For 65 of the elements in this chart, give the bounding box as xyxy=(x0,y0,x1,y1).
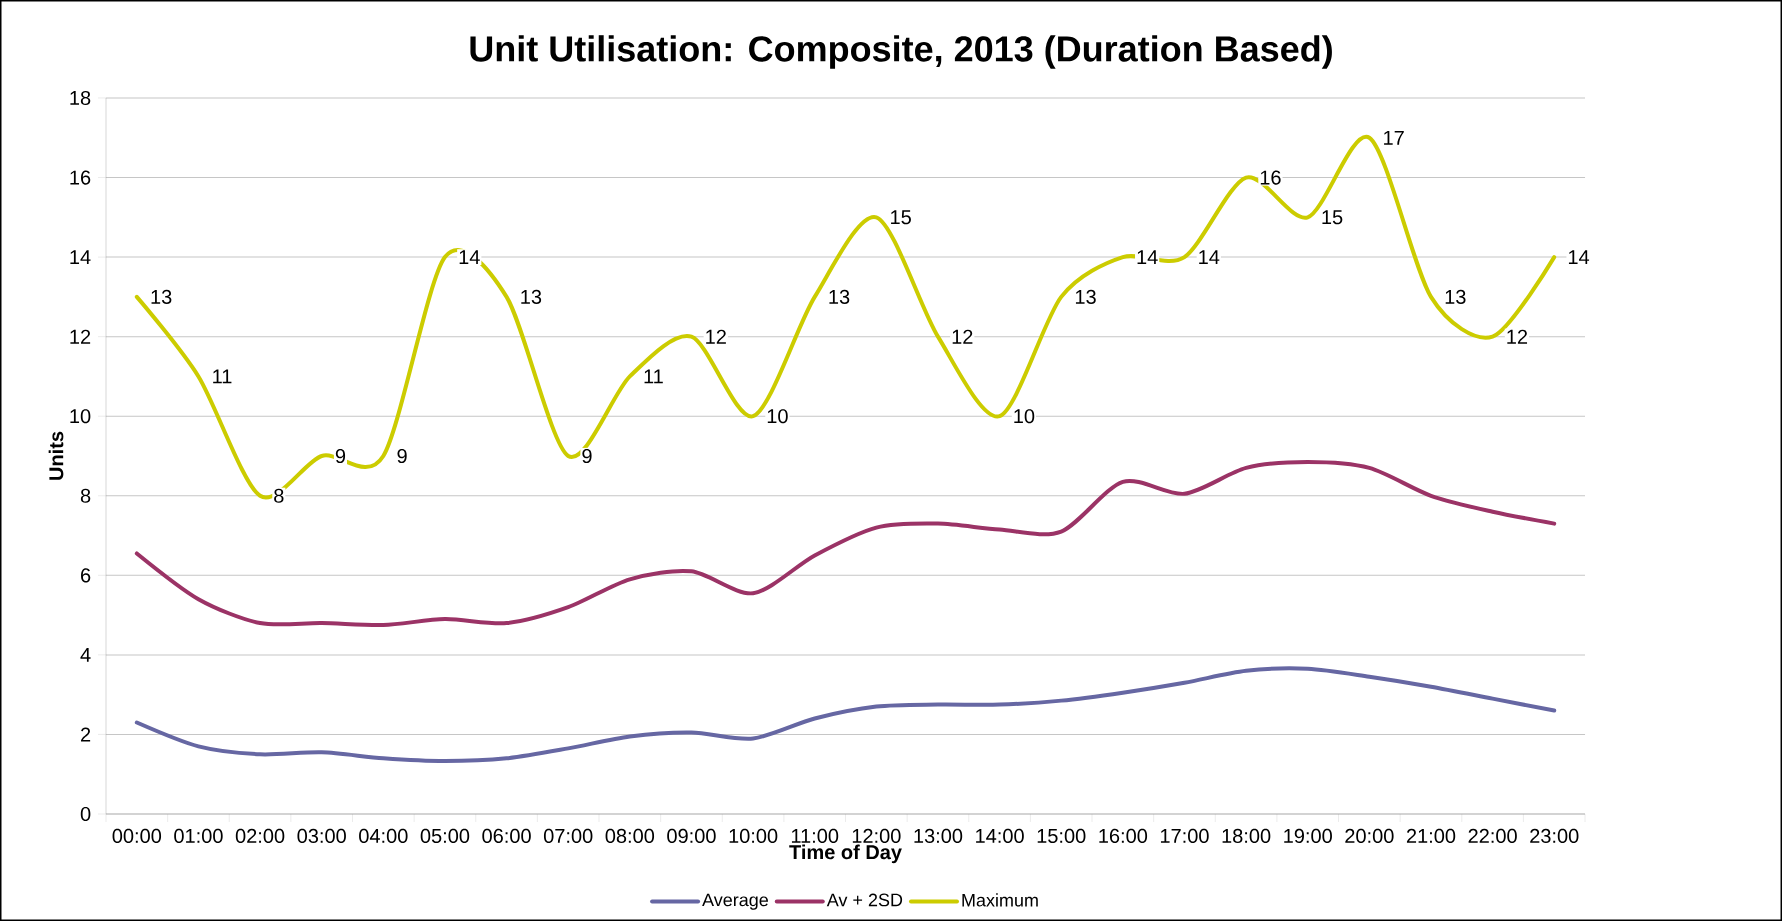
data-label: 10 xyxy=(1014,409,1035,424)
data-label: 13 xyxy=(151,289,172,304)
x-tick-label: 11:00 xyxy=(791,828,839,844)
y-tick-label: 10 xyxy=(70,409,91,424)
x-tick-label: 03:00 xyxy=(297,828,346,844)
data-label: 14 xyxy=(1568,250,1590,264)
data-label: 12 xyxy=(706,329,726,344)
data-label: 14 xyxy=(1199,250,1220,264)
x-tick-label: 05:00 xyxy=(420,828,470,844)
data-label: 15 xyxy=(891,210,911,225)
x-tick-label: 09:00 xyxy=(667,828,716,844)
y-tick-label: 16 xyxy=(70,170,91,185)
data-label: 13 xyxy=(1075,289,1096,304)
x-tick-label: 18:00 xyxy=(1222,828,1271,844)
y-tick-label: 6 xyxy=(81,568,91,583)
x-tick-label: 22:00 xyxy=(1468,828,1517,844)
x-tick-label: 17:00 xyxy=(1160,828,1209,844)
x-tick-label: 13:00 xyxy=(914,828,963,844)
x-tick-label: 15:00 xyxy=(1037,828,1086,844)
y-tick-label: 8 xyxy=(80,488,91,503)
data-label: 14 xyxy=(459,250,480,264)
x-tick-label: 16:00 xyxy=(1099,828,1148,844)
x-tick-label: 02:00 xyxy=(235,828,285,844)
x-tick-label: 20:00 xyxy=(1345,828,1394,844)
data-label: 13 xyxy=(829,289,850,304)
legend-label: Av + 2SD xyxy=(826,893,903,907)
x-tick-label: 19:00 xyxy=(1284,828,1332,844)
legend-label: Maximum xyxy=(962,893,1038,907)
x-axis-title: Time of Day xyxy=(789,844,902,864)
x-tick-label: 14:00 xyxy=(976,828,1024,844)
data-label: 10 xyxy=(767,409,788,424)
x-tick-label: 10:00 xyxy=(729,828,778,844)
y-tick-label: 4 xyxy=(80,648,91,662)
data-label: 17 xyxy=(1384,130,1404,145)
data-label: 11 xyxy=(644,369,663,384)
x-tick-label: 06:00 xyxy=(482,828,531,844)
data-label: 9 xyxy=(582,448,592,464)
x-tick-label: 23:00 xyxy=(1530,828,1579,844)
x-tick-label: 07:00 xyxy=(543,828,593,844)
data-label: 12 xyxy=(1507,329,1528,344)
data-label: 14 xyxy=(1137,250,1158,264)
y-tick-label: 14 xyxy=(70,250,91,264)
data-label: 13 xyxy=(521,289,542,304)
y-tick-label: 0 xyxy=(80,806,91,822)
data-label: 9 xyxy=(335,448,346,464)
y-tick-label: 2 xyxy=(81,727,91,742)
data-label: 16 xyxy=(1260,170,1281,185)
data-label: 9 xyxy=(397,448,407,464)
y-axis-title: Units xyxy=(48,431,64,480)
chart-title: Unit Utilisation: Composite, 2013 (Duration Based) xyxy=(470,35,1332,69)
y-tick-label: 12 xyxy=(70,329,91,344)
data-label: 11 xyxy=(213,369,232,384)
x-tick-label: 04:00 xyxy=(359,828,408,844)
data-label: 12 xyxy=(952,329,973,344)
x-tick-label: 12:00 xyxy=(852,828,901,844)
y-tick-label: 18 xyxy=(70,90,91,106)
data-label: 15 xyxy=(1322,210,1343,225)
x-tick-label: 01:00 xyxy=(174,828,223,844)
x-tick-label: 00:00 xyxy=(112,828,162,844)
data-label: 8 xyxy=(274,488,284,503)
legend-label: Average xyxy=(702,893,768,910)
x-tick-label: 08:00 xyxy=(605,828,655,844)
data-label: 13 xyxy=(1445,289,1466,304)
line-series xyxy=(134,666,1557,764)
x-tick-label: 21:00 xyxy=(1406,828,1456,844)
